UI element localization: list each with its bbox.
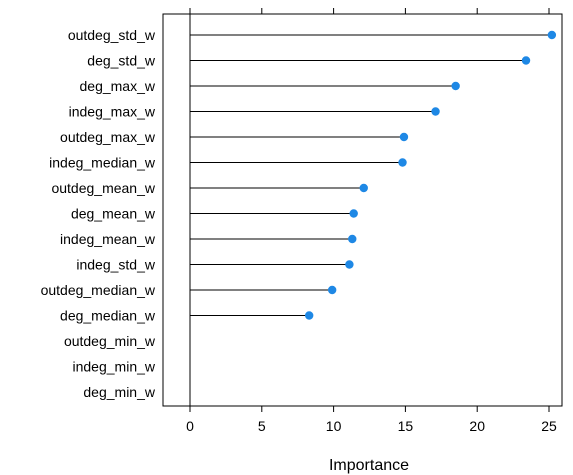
y-tick-label: deg_mean_w bbox=[71, 206, 156, 222]
plot-frame bbox=[162, 13, 563, 407]
lollipop-point bbox=[398, 158, 407, 167]
lollipop-point bbox=[521, 56, 531, 65]
y-tick-label: deg_std_w bbox=[87, 53, 156, 69]
x-tick-label: 25 bbox=[541, 418, 557, 434]
lollipop-point bbox=[304, 311, 314, 320]
lollipop-point bbox=[345, 260, 354, 269]
lollipop-point bbox=[399, 132, 409, 142]
lollipop-point bbox=[431, 107, 440, 116]
lollipop-point bbox=[349, 209, 358, 218]
x-tick-label: 10 bbox=[326, 418, 342, 434]
y-tick-label: outdeg_std_w bbox=[68, 27, 156, 43]
lollipop-point bbox=[348, 234, 357, 244]
x-tick-label: 0 bbox=[186, 418, 194, 434]
x-axis-label: Importance bbox=[329, 457, 409, 474]
lollipop-point bbox=[327, 285, 337, 295]
x-tick-label: 20 bbox=[469, 418, 485, 434]
x-tick-label: 15 bbox=[398, 418, 414, 434]
y-tick-label: outdeg_max_w bbox=[60, 129, 156, 145]
y-tick-label: indeg_median_w bbox=[49, 155, 156, 171]
x-tick-label: 5 bbox=[258, 418, 266, 434]
lollipop-point bbox=[451, 81, 460, 91]
y-tick-label: deg_max_w bbox=[80, 78, 156, 94]
y-tick-label: outdeg_mean_w bbox=[51, 180, 155, 196]
y-tick-label: outdeg_min_w bbox=[64, 333, 156, 349]
y-tick-label: outdeg_median_w bbox=[41, 282, 156, 298]
y-tick-label: indeg_max_w bbox=[69, 104, 156, 120]
y-tick-label: indeg_min_w bbox=[73, 359, 156, 375]
lollipop-point bbox=[547, 30, 557, 40]
y-tick-label: indeg_std_w bbox=[76, 257, 156, 273]
y-tick-label: deg_median_w bbox=[60, 308, 156, 324]
plot-area: 0 5 10 15 20 25 outdeg_std_w deg_std_w deg_max_w… bbox=[41, 8, 563, 434]
y-tick-label: indeg_mean_w bbox=[60, 231, 156, 247]
y-tick-label: deg_min_w bbox=[83, 384, 155, 400]
lollipop-point bbox=[359, 183, 368, 193]
